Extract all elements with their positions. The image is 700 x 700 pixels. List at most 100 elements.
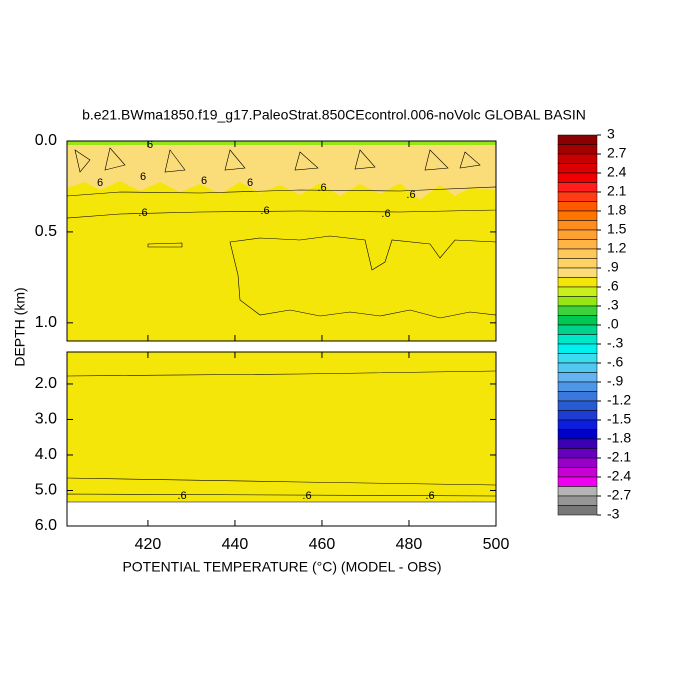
contour-label: 6 bbox=[201, 175, 207, 187]
contour-label: 6 bbox=[247, 177, 253, 189]
colorbar-box bbox=[557, 305, 598, 316]
colorbar-label: -2.4 bbox=[607, 468, 631, 484]
y-tick-label: 6.0 bbox=[35, 517, 57, 534]
x-tick-label: 440 bbox=[222, 536, 249, 553]
colorbar-box bbox=[557, 315, 598, 326]
x-tick-label: 420 bbox=[135, 536, 162, 553]
colorbar-box bbox=[557, 144, 598, 155]
colorbar-box bbox=[557, 476, 598, 487]
colorbar-box bbox=[557, 229, 598, 240]
colorbar-label: .3 bbox=[607, 297, 619, 313]
colorbar-label: -3 bbox=[607, 506, 620, 522]
colorbar-box bbox=[557, 467, 598, 478]
colorbar-box bbox=[557, 486, 598, 497]
y-tick-label: 4.0 bbox=[35, 446, 57, 463]
contour-label: .6 bbox=[381, 208, 390, 220]
colorbar-box bbox=[557, 448, 598, 459]
x-tick-label: 500 bbox=[483, 536, 510, 553]
colorbar-box bbox=[557, 505, 598, 516]
colorbar-box bbox=[557, 210, 598, 221]
colorbar-box bbox=[557, 324, 598, 335]
contour-label: 6 bbox=[147, 139, 153, 151]
colorbar-label: -2.7 bbox=[607, 487, 631, 503]
panel-frame bbox=[66, 351, 497, 527]
y-tick-label: 2.0 bbox=[35, 375, 57, 392]
colorbar-box bbox=[557, 191, 598, 202]
colorbar-label: -.6 bbox=[607, 354, 624, 370]
contour-label: 6 bbox=[97, 177, 103, 189]
colorbar-label: .0 bbox=[607, 316, 619, 332]
chart-title: b.e21.BWma1850.f19_g17.PaleoStrat.850CEc… bbox=[82, 107, 586, 123]
top-field bbox=[66, 141, 497, 341]
colorbar-label: 2.1 bbox=[607, 183, 627, 199]
contour-label: .6 bbox=[177, 490, 186, 502]
contour-line bbox=[66, 370, 497, 377]
colorbar-label: 2.7 bbox=[607, 145, 627, 161]
contour-label: .6 bbox=[406, 189, 415, 201]
y-tick-label: 1.0 bbox=[35, 314, 57, 331]
colorbar-box bbox=[557, 153, 598, 164]
y-tick-label: 0.0 bbox=[35, 132, 57, 149]
colorbar-box bbox=[557, 400, 598, 411]
field-warm-spot bbox=[147, 242, 183, 248]
colorbar-box bbox=[557, 372, 598, 383]
colorbar-box bbox=[557, 438, 598, 449]
colorbar-box bbox=[557, 248, 598, 259]
colorbar-box bbox=[557, 277, 598, 288]
colorbar-box bbox=[557, 220, 598, 231]
contour-line bbox=[66, 477, 497, 486]
colorbar-label: -.9 bbox=[607, 373, 624, 389]
colorbar-label: 1.2 bbox=[607, 240, 627, 256]
contour-label: .6 bbox=[317, 182, 326, 194]
colorbar-box bbox=[557, 134, 598, 145]
bottom-field bbox=[66, 352, 497, 503]
colorbar-box bbox=[557, 353, 598, 364]
colorbar-label: 1.5 bbox=[607, 221, 627, 237]
colorbar-box bbox=[557, 201, 598, 212]
colorbar-label: -1.2 bbox=[607, 392, 631, 408]
colorbar-box bbox=[557, 239, 598, 250]
colorbar-box bbox=[557, 457, 598, 468]
x-tick-label: 480 bbox=[396, 536, 423, 553]
colorbar-label: .6 bbox=[607, 278, 619, 294]
colorbar-box bbox=[557, 410, 598, 421]
colorbar-box bbox=[557, 334, 598, 345]
colorbar-label: 3 bbox=[607, 126, 615, 142]
y-tick-label: 0.5 bbox=[35, 223, 57, 240]
y-axis-label: DEPTH (km) bbox=[12, 287, 28, 366]
field-spots bbox=[74, 147, 481, 173]
contour-label: .6 bbox=[425, 490, 434, 502]
colorbar-box bbox=[557, 286, 598, 297]
colorbar-box bbox=[557, 429, 598, 440]
colorbar-box bbox=[557, 362, 598, 373]
colorbar-box bbox=[557, 182, 598, 193]
colorbar-box bbox=[557, 267, 598, 278]
colorbar-box bbox=[557, 258, 598, 269]
colorbar-box bbox=[557, 296, 598, 307]
panel-frame bbox=[66, 140, 497, 342]
y-tick-label: 3.0 bbox=[35, 411, 57, 428]
colorbar-box bbox=[557, 419, 598, 430]
colorbar-label: .9 bbox=[607, 259, 619, 275]
contour-label: .6 bbox=[302, 490, 311, 502]
colorbar-box bbox=[557, 391, 598, 402]
colorbar-box bbox=[557, 172, 598, 183]
colorbar-label: -2.1 bbox=[607, 449, 631, 465]
contour-label: 6 bbox=[140, 171, 146, 183]
y-tick-label: 5.0 bbox=[35, 482, 57, 499]
colorbar-box bbox=[557, 381, 598, 392]
colorbar-box bbox=[557, 343, 598, 354]
colorbar-box bbox=[557, 163, 598, 174]
field-surface bbox=[67, 141, 496, 145]
colorbar-label: 2.4 bbox=[607, 164, 627, 180]
colorbar-box bbox=[557, 495, 598, 506]
colorbar-label: -1.5 bbox=[607, 411, 631, 427]
colorbar-label: 1.8 bbox=[607, 202, 627, 218]
colorbar-label: -1.8 bbox=[607, 430, 631, 446]
colorbar-label: -.3 bbox=[607, 335, 624, 351]
x-axis-label: POTENTIAL TEMPERATURE (°C) (MODEL - OBS) bbox=[122, 559, 441, 575]
x-tick-label: 460 bbox=[309, 536, 336, 553]
contour-label: .6 bbox=[138, 207, 147, 219]
